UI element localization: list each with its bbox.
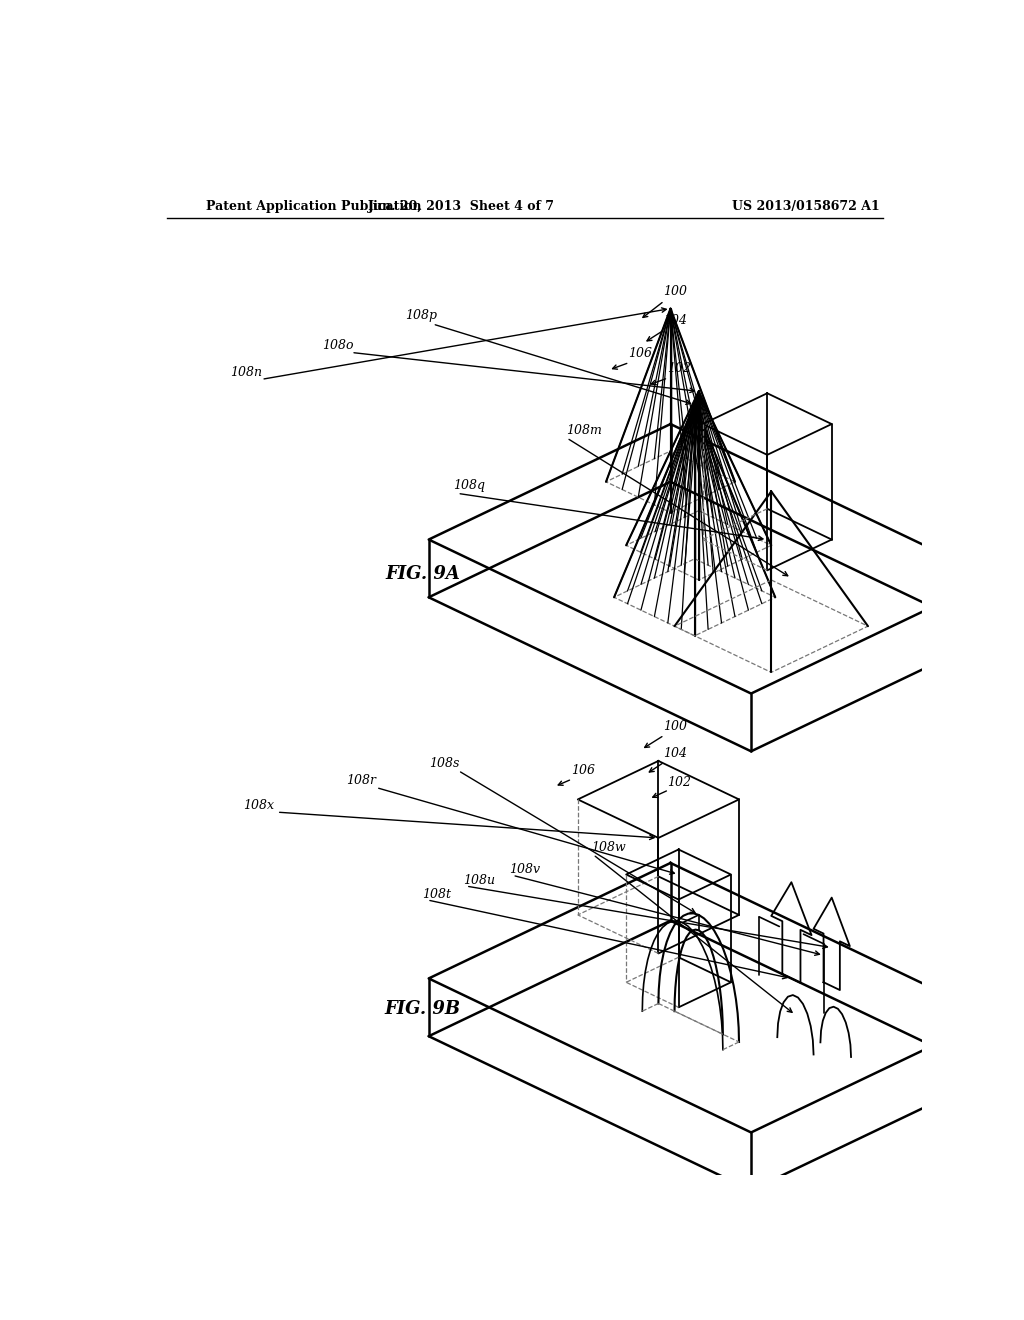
Text: Patent Application Publication: Patent Application Publication — [206, 199, 421, 213]
Text: 108x: 108x — [243, 799, 273, 812]
Text: 108p: 108p — [406, 309, 437, 322]
Text: 102: 102 — [668, 776, 691, 789]
Text: 108w: 108w — [592, 841, 627, 854]
Text: 108n: 108n — [230, 367, 262, 379]
Text: 108v: 108v — [509, 863, 541, 876]
Text: 106: 106 — [571, 764, 595, 777]
Text: 108r: 108r — [346, 774, 377, 787]
Text: 108u: 108u — [463, 874, 495, 887]
Text: 104: 104 — [663, 314, 687, 327]
Text: 102: 102 — [667, 363, 690, 375]
Text: FIG. 9A: FIG. 9A — [385, 565, 460, 583]
Text: 108t: 108t — [423, 887, 452, 900]
Text: 106: 106 — [628, 347, 652, 360]
Text: US 2013/0158672 A1: US 2013/0158672 A1 — [732, 199, 881, 213]
Text: 108s: 108s — [429, 756, 459, 770]
Text: 104: 104 — [663, 747, 687, 760]
Text: 100: 100 — [663, 719, 687, 733]
Text: 108m: 108m — [566, 424, 602, 437]
Text: FIG. 9B: FIG. 9B — [384, 1001, 461, 1018]
Text: 108o: 108o — [322, 339, 353, 351]
Text: 100: 100 — [663, 285, 687, 298]
Text: Jun. 20, 2013  Sheet 4 of 7: Jun. 20, 2013 Sheet 4 of 7 — [368, 199, 555, 213]
Text: 108q: 108q — [454, 479, 485, 492]
